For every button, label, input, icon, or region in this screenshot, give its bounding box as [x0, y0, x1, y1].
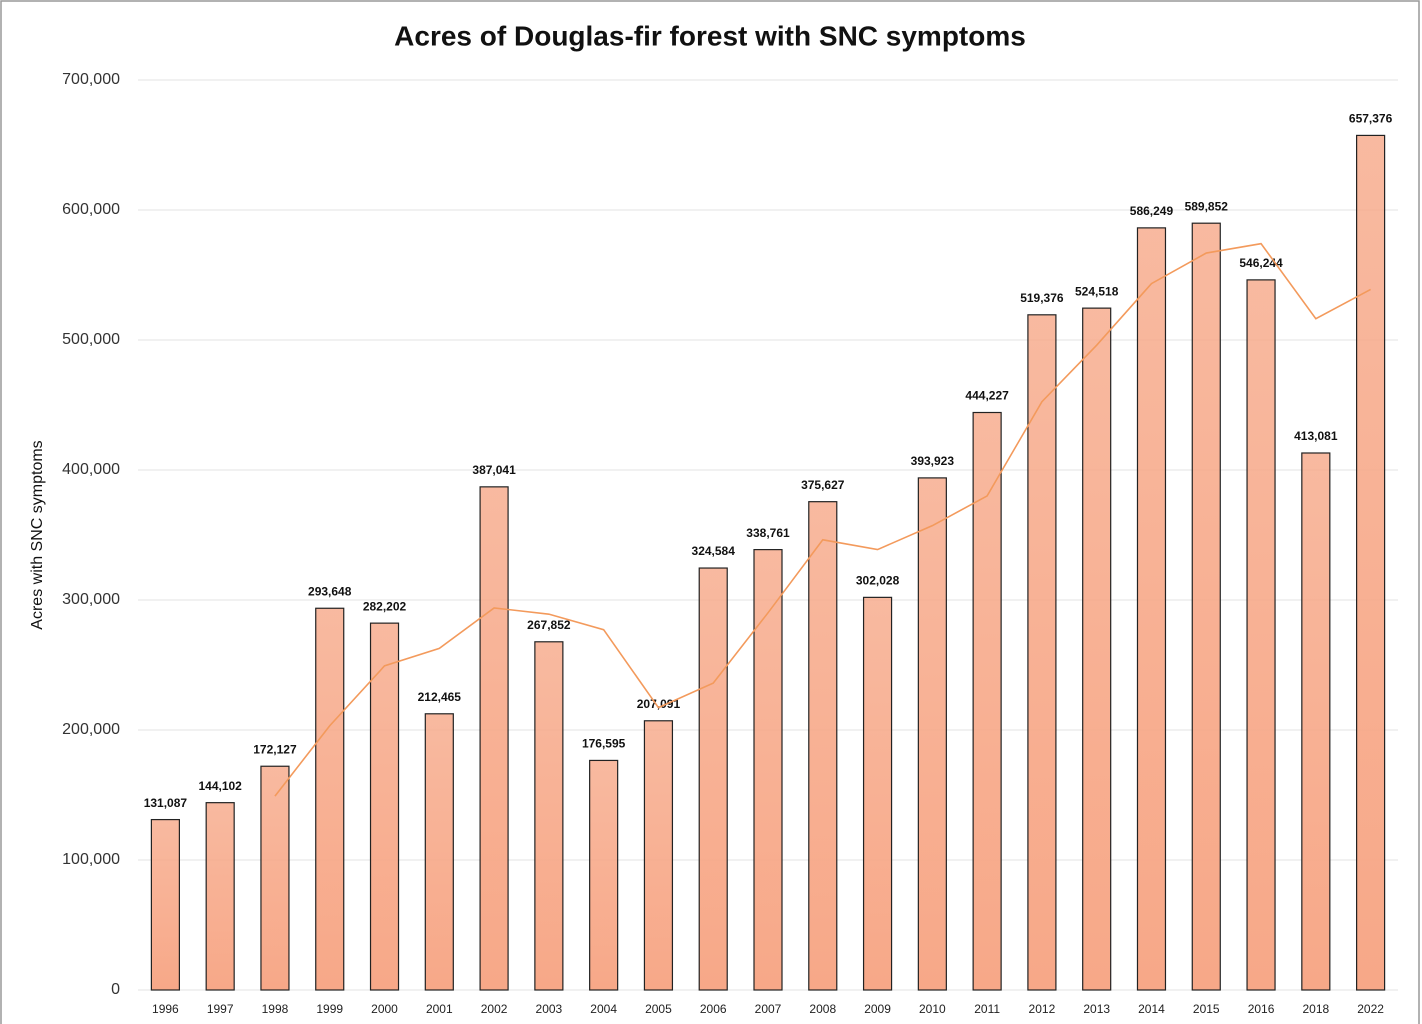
- x-tick-label: 2012: [1029, 1002, 1056, 1016]
- chart-title: Acres of Douglas-fir forest with SNC sym…: [394, 20, 1026, 51]
- bar: [1027, 314, 1057, 991]
- y-tick-label: 0: [111, 981, 120, 998]
- bar: [205, 802, 235, 991]
- value-label: 293,648: [308, 584, 352, 598]
- value-label: 176,595: [582, 737, 626, 751]
- value-label: 546,244: [1239, 256, 1283, 270]
- value-label: 519,376: [1020, 291, 1064, 305]
- y-tick-label: 500,000: [62, 331, 120, 348]
- y-axis-label: Acres with SNC symptoms: [29, 440, 46, 629]
- x-tick-label: 2004: [590, 1002, 617, 1016]
- y-tick-label: 700,000: [62, 71, 120, 88]
- bar: [862, 596, 893, 991]
- x-tick-label: 2011: [974, 1002, 1000, 1016]
- x-tick-label: 1999: [316, 1002, 343, 1016]
- bar: [369, 622, 400, 991]
- value-label: 338,761: [746, 526, 790, 540]
- bar: [534, 641, 564, 991]
- bar: [972, 411, 1002, 991]
- x-tick-label: 1997: [207, 1002, 234, 1016]
- x-tick-label: 1996: [152, 1002, 179, 1016]
- x-tick-label: 2002: [481, 1002, 508, 1016]
- value-label: 413,081: [1294, 429, 1338, 443]
- x-tick-label: 1998: [262, 1002, 289, 1016]
- bar: [1301, 452, 1331, 991]
- bar: [150, 818, 180, 991]
- x-tick-label: 2010: [919, 1002, 946, 1016]
- value-label: 524,518: [1075, 284, 1119, 298]
- y-tick-label: 600,000: [62, 201, 120, 218]
- bar: [1136, 227, 1167, 991]
- x-tick-label: 2009: [864, 1002, 891, 1016]
- value-label: 207,091: [637, 697, 681, 711]
- bar: [589, 759, 619, 991]
- bar: [753, 549, 783, 991]
- x-tick-label: 2015: [1193, 1002, 1220, 1016]
- x-tick-label: 2003: [536, 1002, 563, 1016]
- bar: [1356, 134, 1386, 991]
- value-label: 144,102: [198, 779, 242, 793]
- value-label: 586,249: [1130, 204, 1174, 218]
- value-label: 444,227: [965, 389, 1009, 403]
- bar: [424, 713, 454, 991]
- y-tick-label: 100,000: [62, 851, 120, 868]
- x-tick-label: 2005: [645, 1002, 672, 1016]
- y-tick-label: 400,000: [62, 461, 120, 478]
- x-tick-label: 2014: [1138, 1002, 1165, 1016]
- x-tick-label: 2018: [1302, 1002, 1329, 1016]
- value-label: 172,127: [253, 742, 297, 756]
- value-label: 282,202: [363, 599, 407, 613]
- bar: [917, 477, 947, 991]
- x-tick-label: 2016: [1248, 1002, 1275, 1016]
- value-label: 375,627: [801, 478, 845, 492]
- bar: [1191, 222, 1221, 991]
- bar: [260, 765, 290, 991]
- value-label: 302,028: [856, 574, 900, 588]
- bar: [1246, 279, 1276, 991]
- value-label: 657,376: [1349, 112, 1393, 126]
- x-tick-label: 2006: [700, 1002, 727, 1016]
- x-tick-label: 2008: [809, 1002, 836, 1016]
- trend-line: [274, 242, 1371, 797]
- x-tick-label: 2022: [1357, 1002, 1384, 1016]
- x-tick-label: 2000: [371, 1002, 398, 1016]
- value-label: 131,087: [144, 796, 188, 810]
- value-label: 212,465: [418, 690, 462, 704]
- value-label: 393,923: [911, 454, 955, 468]
- bar: [643, 720, 674, 991]
- x-tick-label: 2001: [426, 1002, 453, 1016]
- value-label: 589,852: [1185, 199, 1229, 213]
- x-tick-label: 2013: [1083, 1002, 1110, 1016]
- bar: [698, 567, 728, 991]
- value-label: 267,852: [527, 618, 571, 632]
- y-tick-label: 300,000: [62, 591, 120, 608]
- x-tick-label: 2007: [755, 1002, 782, 1016]
- y-tick-label: 200,000: [62, 721, 120, 738]
- bar: [479, 486, 509, 991]
- bar: [315, 607, 345, 991]
- bar: [808, 501, 838, 991]
- value-label: 387,041: [472, 463, 516, 477]
- bar: [1082, 307, 1112, 991]
- value-label: 324,584: [692, 544, 736, 558]
